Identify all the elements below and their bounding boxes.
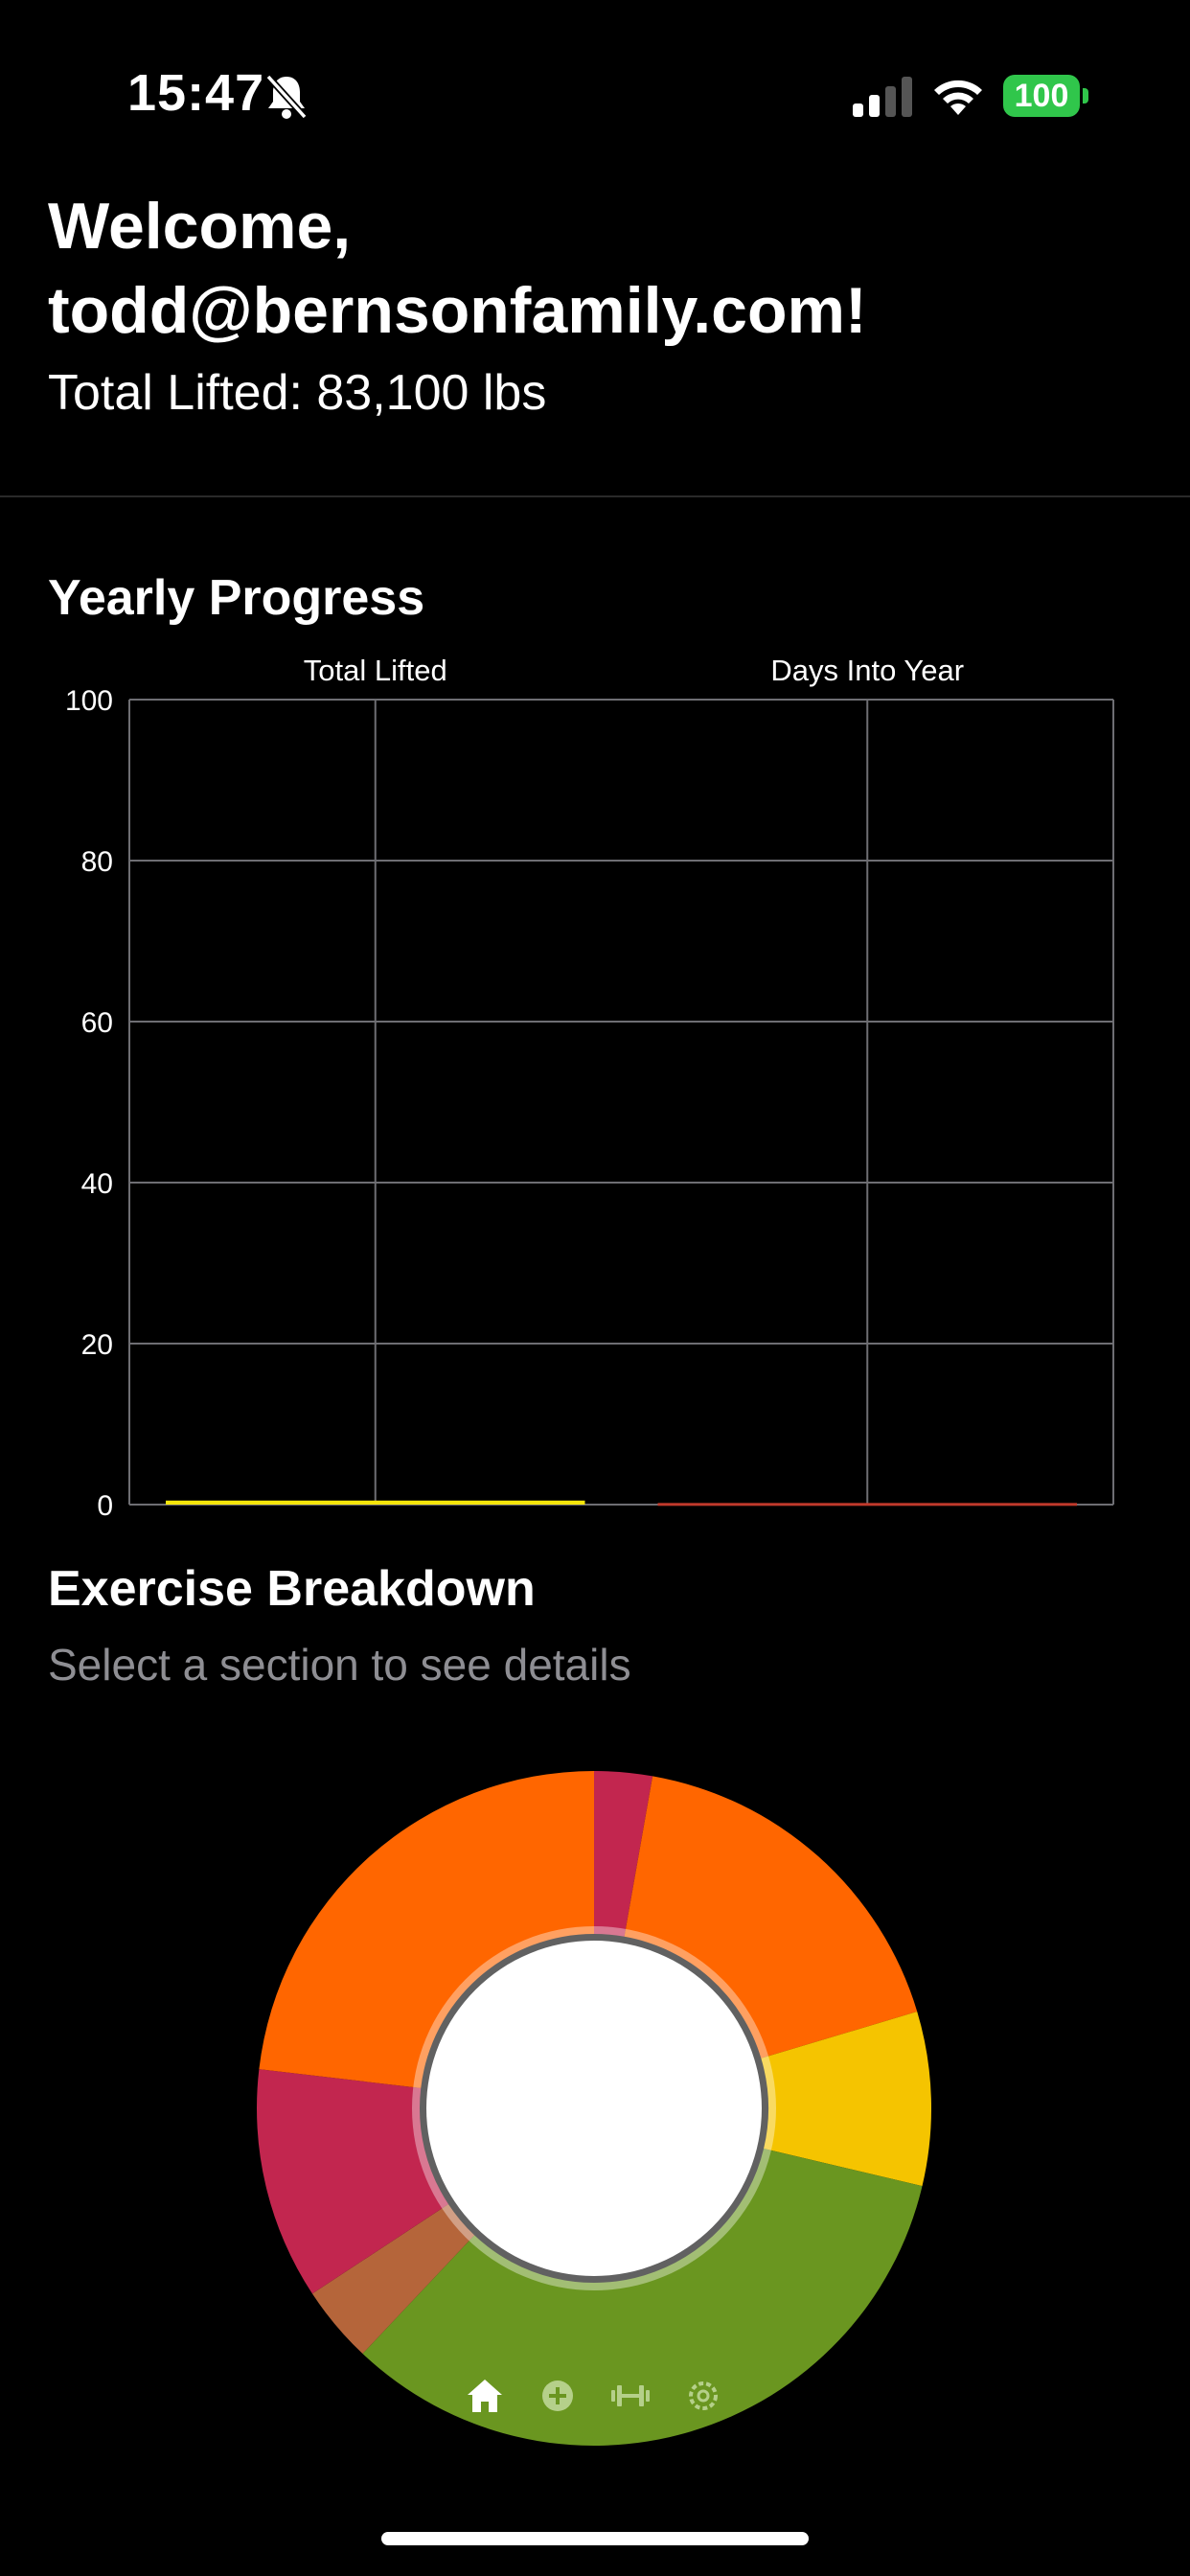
cellular-signal-icon bbox=[853, 77, 912, 117]
donut-center bbox=[426, 1941, 762, 2276]
donut-segment[interactable] bbox=[362, 2148, 923, 2446]
battery-level: 100 bbox=[1014, 77, 1069, 114]
donut-segment[interactable] bbox=[594, 1771, 653, 1937]
total-lifted-text: Total Lifted: 83,100 lbs bbox=[48, 365, 547, 421]
bell-slash-icon bbox=[265, 74, 308, 120]
donut-segment[interactable] bbox=[257, 2069, 448, 2294]
exercise-breakdown-donut-chart[interactable] bbox=[249, 1763, 939, 2453]
wifi-icon bbox=[934, 80, 982, 115]
tab-bar bbox=[460, 2369, 728, 2423]
status-time: 15:47 bbox=[127, 64, 265, 122]
settings-icon bbox=[689, 2381, 718, 2410]
y-tick-label: 100 bbox=[65, 685, 113, 717]
donut-segment[interactable] bbox=[761, 2012, 931, 2187]
x-category-label: Total Lifted bbox=[304, 654, 447, 687]
tab-settings[interactable] bbox=[678, 2371, 728, 2421]
tab-home[interactable] bbox=[460, 2371, 510, 2421]
tab-add[interactable] bbox=[533, 2371, 583, 2421]
bar[interactable] bbox=[657, 1503, 1078, 1506]
y-tick-label: 60 bbox=[81, 1007, 113, 1039]
y-tick-label: 40 bbox=[81, 1168, 113, 1200]
add-circle-icon bbox=[542, 2380, 573, 2411]
donut-segment[interactable] bbox=[311, 2204, 475, 2355]
y-tick-label: 0 bbox=[97, 1490, 113, 1522]
yearly-progress-chart[interactable]: 0 20 40 60 80 100 Total Lifted Days Into Year bbox=[0, 632, 1190, 1533]
x-category-label: Days Into Year bbox=[770, 654, 964, 687]
exercise-breakdown-subtitle: Select a section to see details bbox=[48, 1640, 631, 1690]
donut-segment[interactable] bbox=[624, 1776, 918, 2058]
battery-icon: 100 bbox=[1003, 75, 1080, 117]
header-divider bbox=[0, 495, 1190, 497]
welcome-heading: Welcome, todd@bernsonfamily.com! bbox=[48, 190, 867, 347]
tab-workouts[interactable] bbox=[606, 2371, 655, 2421]
exercise-breakdown-title: Exercise Breakdown bbox=[48, 1561, 536, 1617]
yearly-progress-title: Yearly Progress bbox=[48, 570, 425, 626]
bar[interactable] bbox=[166, 1500, 585, 1505]
donut-segment[interactable] bbox=[259, 1771, 594, 2088]
y-tick-label: 20 bbox=[81, 1329, 113, 1361]
y-tick-label: 80 bbox=[81, 846, 113, 878]
dumbbell-icon bbox=[611, 2385, 650, 2406]
home-indicator[interactable] bbox=[381, 2532, 809, 2545]
home-icon bbox=[468, 2380, 502, 2412]
battery-tip bbox=[1083, 88, 1088, 104]
